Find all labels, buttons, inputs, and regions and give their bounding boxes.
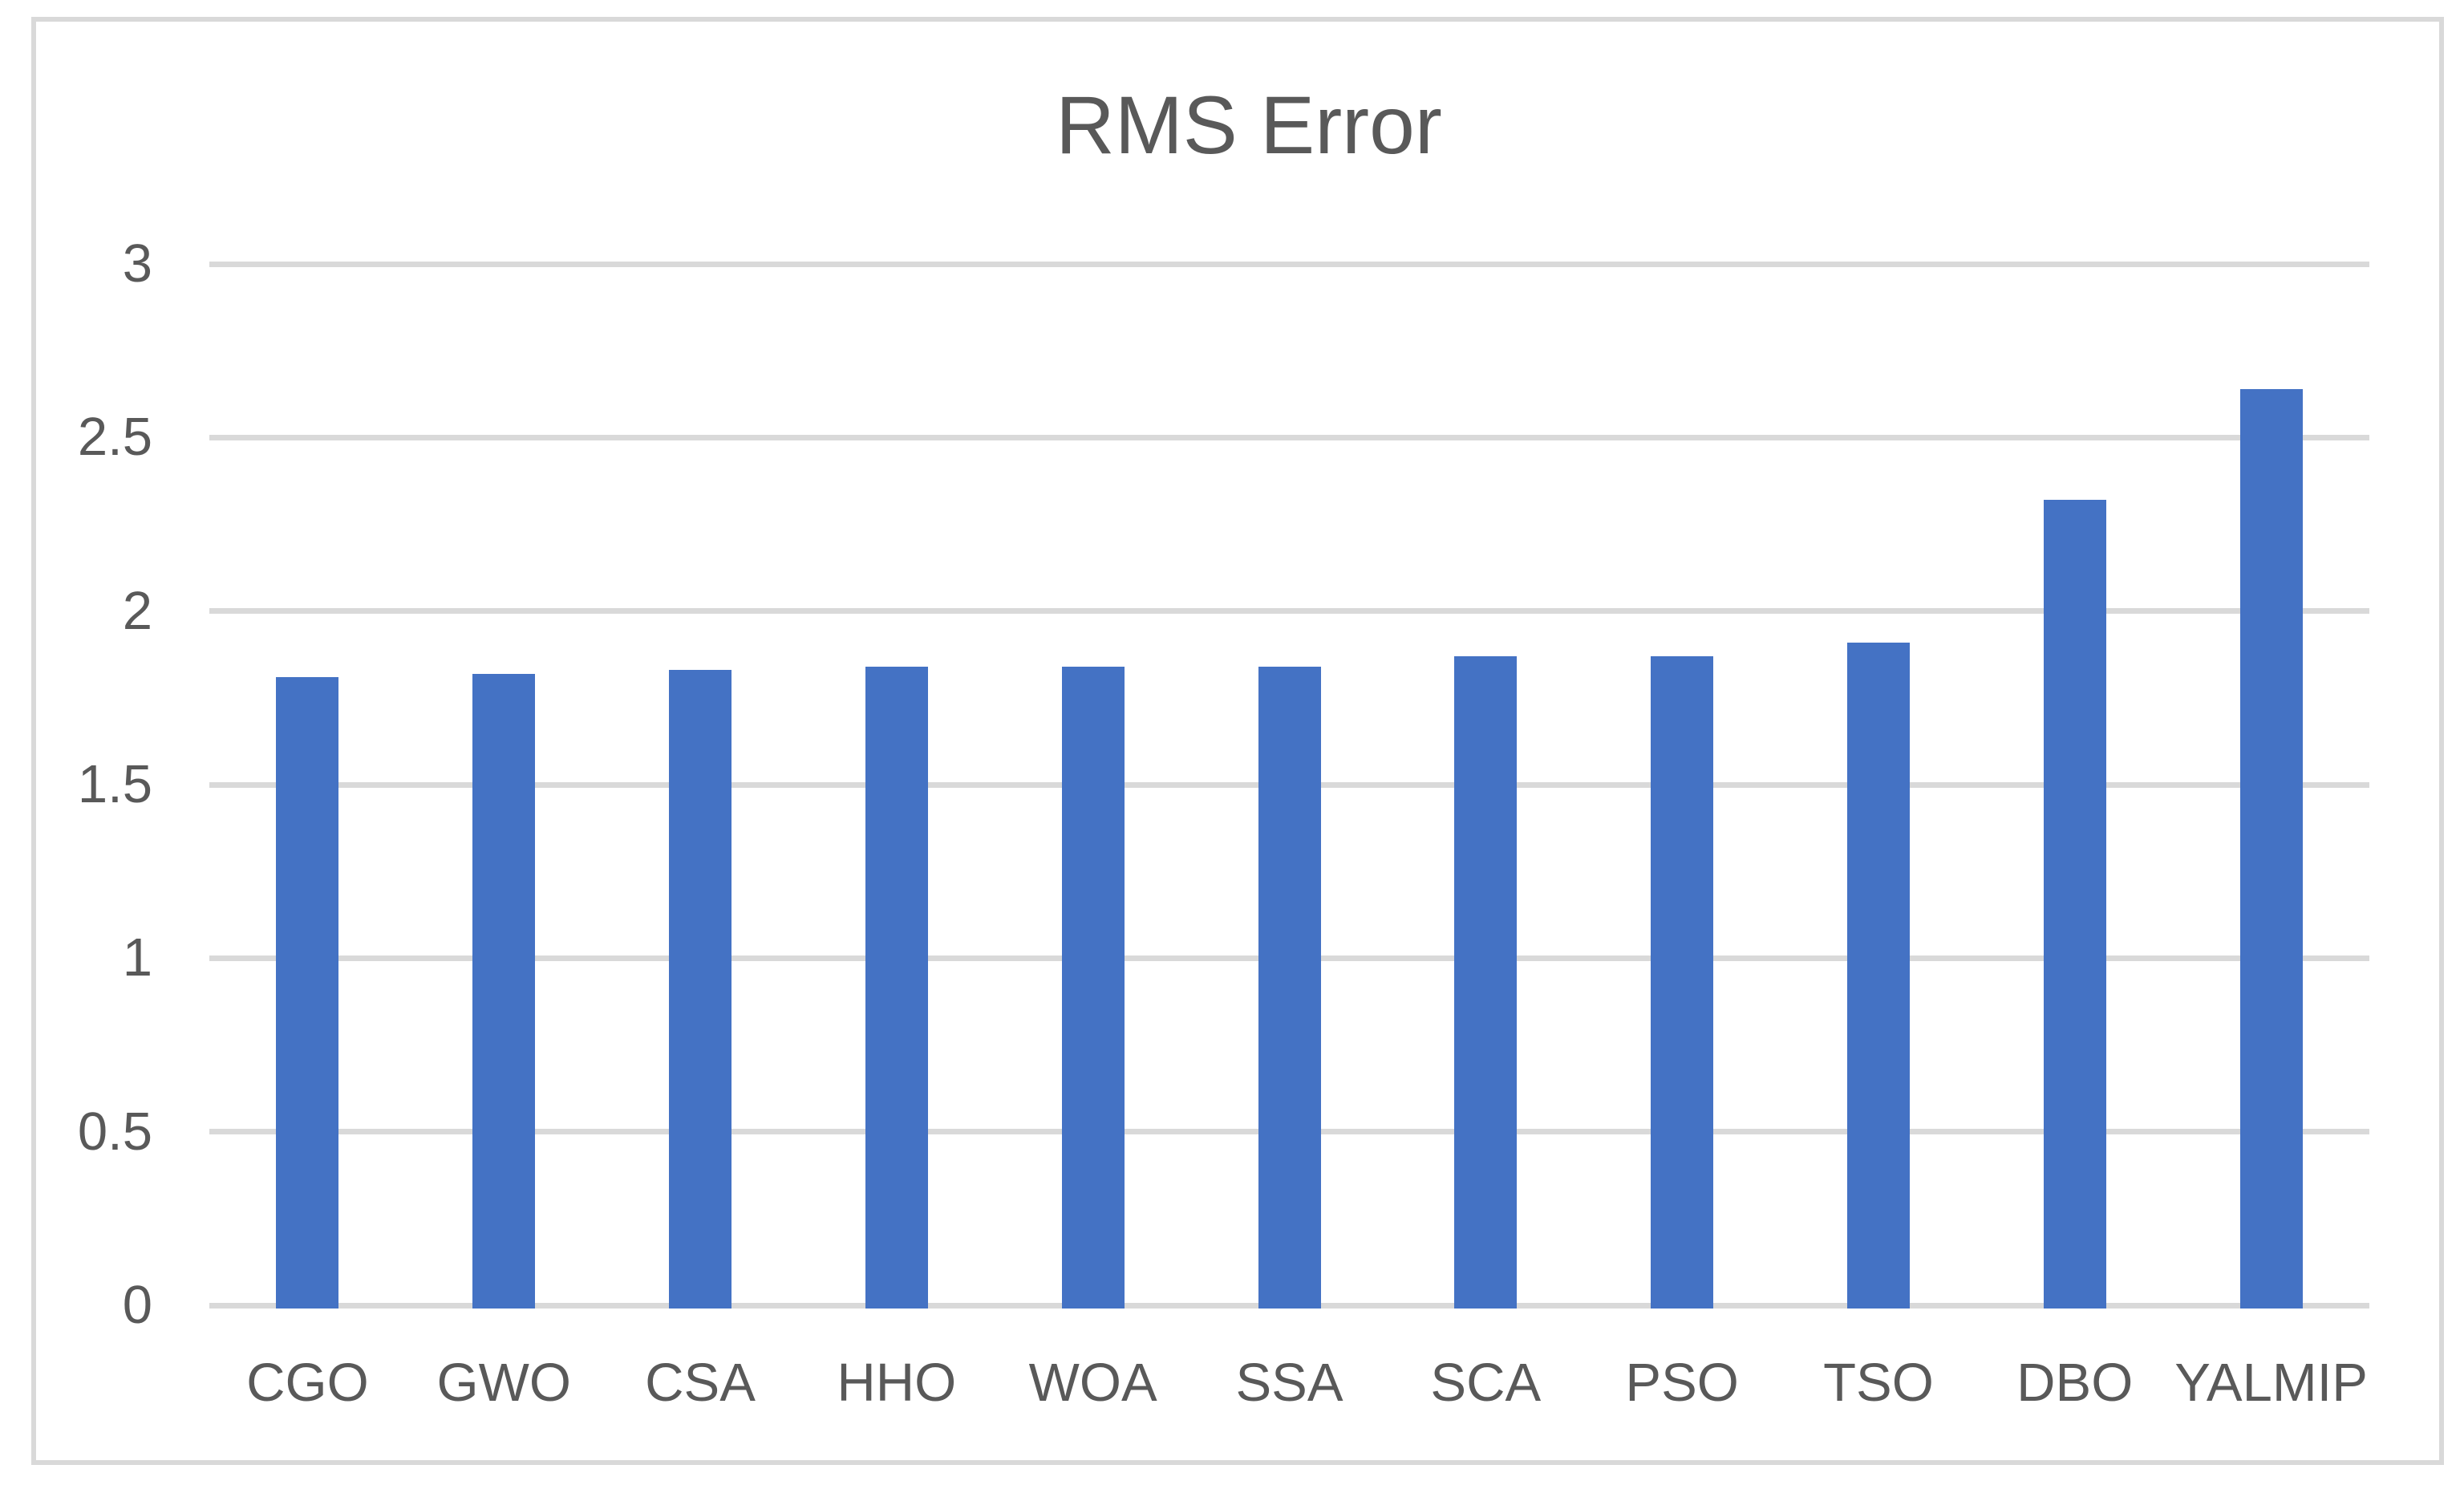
bar-cgo (276, 676, 339, 1309)
x-axis-category-label: CGO (246, 1353, 369, 1413)
x-axis-category-label: SCA (1430, 1353, 1542, 1413)
bar-gwo (472, 673, 536, 1309)
x-axis-category-label: TSO (1823, 1353, 1934, 1413)
chart-title: RMS Error (1056, 79, 1442, 171)
x-axis-category-label: HHO (837, 1353, 957, 1413)
bar-woa (1061, 666, 1125, 1309)
x-axis-category-label: WOA (1028, 1353, 1157, 1413)
gridline (209, 261, 2369, 267)
x-axis-category-label: DBO (2016, 1353, 2134, 1413)
bar-sca (1454, 655, 1518, 1309)
bar-csa (669, 670, 732, 1309)
y-axis-tick-label: 1.5 (77, 754, 152, 814)
y-axis-tick-label: 2.5 (77, 407, 152, 468)
x-axis-category-label: GWO (436, 1353, 571, 1413)
x-axis-category-label: PSO (1625, 1353, 1739, 1413)
bar-hho (865, 666, 928, 1309)
y-axis-tick-label: 0 (122, 1275, 152, 1335)
x-axis-category-label: CSA (645, 1353, 756, 1413)
y-axis-tick-label: 1 (122, 927, 152, 988)
y-axis-tick-label: 0.5 (77, 1101, 152, 1162)
gridline (209, 608, 2369, 615)
bar-ssa (1258, 666, 1321, 1309)
bar-dbo (2043, 500, 2106, 1309)
bar-pso (1651, 655, 1714, 1309)
x-axis-category-label: YALMIP (2174, 1353, 2368, 1413)
y-axis-tick-label: 3 (122, 233, 152, 294)
bar-yalmip (2239, 388, 2303, 1309)
y-axis-tick-label: 2 (122, 580, 152, 641)
x-axis-category-label: SSA (1235, 1353, 1343, 1413)
gridline (209, 434, 2369, 440)
bar-tso (1846, 642, 1910, 1309)
figure-border (31, 17, 2444, 1465)
